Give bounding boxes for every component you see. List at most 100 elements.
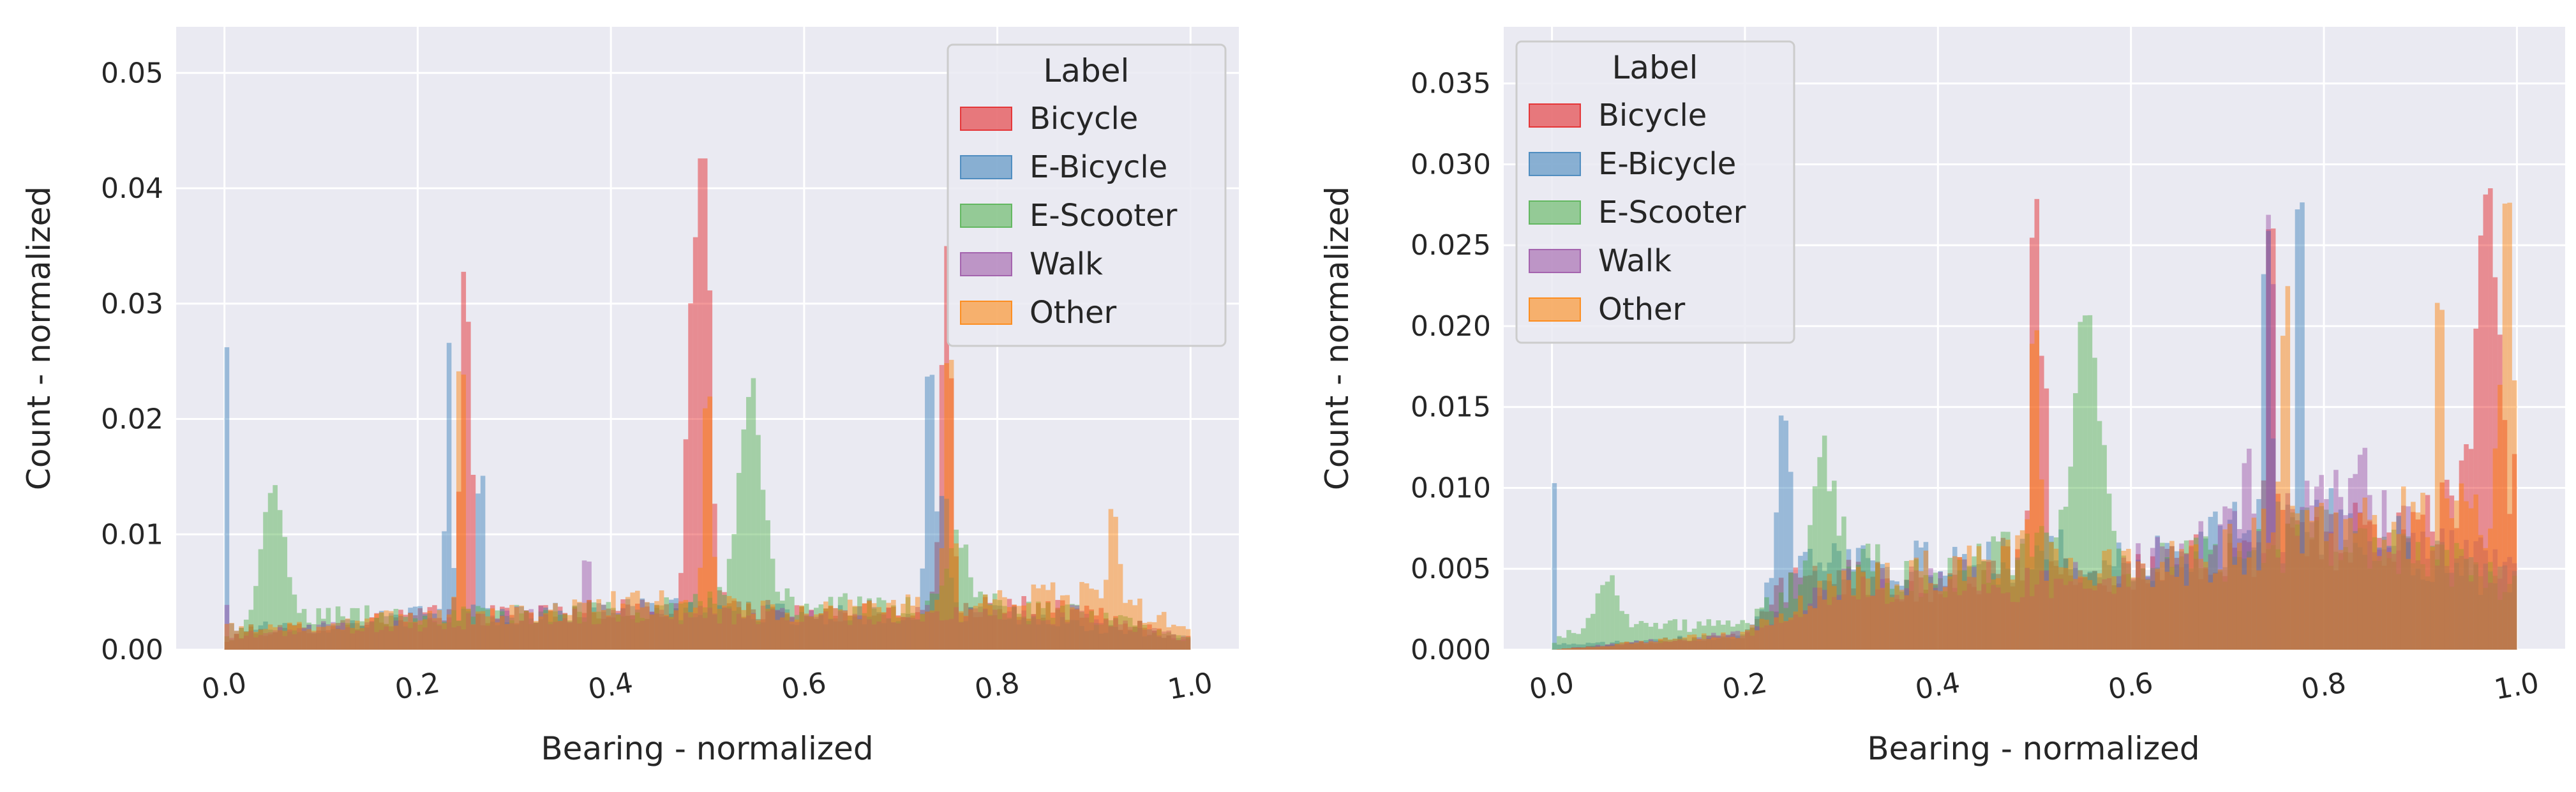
hist-bar xyxy=(581,560,587,650)
x-axis-label: Bearing - normalized xyxy=(1867,730,2199,767)
hist-bar xyxy=(258,625,264,650)
hist-bar xyxy=(1132,632,1138,650)
hist-bar xyxy=(2164,558,2170,650)
hist-bar xyxy=(1007,617,1012,650)
hist-bar xyxy=(895,621,901,650)
hist-bar xyxy=(1084,617,1090,650)
hist-bar xyxy=(321,631,326,650)
hist-bar xyxy=(451,627,456,650)
hist-bar xyxy=(702,618,708,650)
hist-bar xyxy=(1571,647,1576,650)
hist-bar xyxy=(895,615,901,650)
hist-bar xyxy=(442,620,447,650)
hist-bar xyxy=(1947,576,1952,650)
hist-bar xyxy=(403,622,408,650)
hist-bar xyxy=(1696,639,1702,650)
hist-bar xyxy=(857,619,862,650)
hist-bar xyxy=(229,623,234,650)
hist-bar xyxy=(1908,566,1914,650)
hist-bar xyxy=(645,618,650,650)
hist-bar xyxy=(2005,532,2011,650)
hist-bar xyxy=(538,606,544,650)
hist-bar xyxy=(1749,627,1755,650)
hist-bar xyxy=(615,615,621,650)
hist-bar xyxy=(1571,647,1576,650)
hist-bar xyxy=(1137,627,1142,650)
hist-bar xyxy=(2459,556,2464,650)
hist-bar xyxy=(731,534,737,650)
hist-bar xyxy=(1561,648,1567,650)
hist-bar xyxy=(523,612,529,650)
hist-bar xyxy=(2203,536,2208,650)
hist-bar xyxy=(1653,643,1658,650)
hist-bar xyxy=(625,597,631,650)
hist-bar xyxy=(567,622,573,650)
hist-bar xyxy=(2126,574,2131,650)
hist-bar xyxy=(567,622,573,650)
hist-bar xyxy=(1908,560,1914,650)
hist-bar xyxy=(1981,584,1986,650)
hist-bar xyxy=(2473,494,2478,650)
hist-bar xyxy=(2072,579,2078,650)
hist-bar xyxy=(2328,565,2334,650)
hist-bar xyxy=(534,620,539,650)
hist-bar xyxy=(1045,602,1051,650)
hist-bar xyxy=(944,498,949,650)
series-e-bicycle xyxy=(1552,202,2517,650)
hist-bar xyxy=(2198,568,2204,650)
hist-bar xyxy=(2029,237,2035,650)
hist-bar xyxy=(2348,552,2353,650)
hist-bar xyxy=(2121,557,2127,650)
hist-bar xyxy=(842,610,848,650)
hist-bar xyxy=(2406,538,2411,650)
hist-bar xyxy=(2227,523,2233,650)
hist-bar xyxy=(1701,633,1707,650)
hist-bar xyxy=(1123,624,1128,650)
hist-bar xyxy=(287,622,292,650)
hist-bar xyxy=(1774,512,1779,650)
hist-bar xyxy=(1976,590,1982,650)
hist-bar xyxy=(2319,555,2325,650)
hist-bar xyxy=(2063,506,2069,650)
hist-bar xyxy=(2411,575,2416,650)
hist-bar xyxy=(1798,578,1803,650)
hist-bar xyxy=(1928,602,1933,650)
hist-bar xyxy=(451,597,456,650)
hist-bar xyxy=(297,622,302,650)
hist-bar xyxy=(611,613,616,650)
hist-bar xyxy=(331,629,336,650)
hist-bar xyxy=(944,620,949,650)
legend-swatch xyxy=(960,155,1012,179)
hist-bar xyxy=(1151,628,1157,650)
hist-bar xyxy=(1026,620,1031,650)
hist-bar xyxy=(1552,643,1557,650)
hist-bar xyxy=(1798,595,1803,650)
hist-bar xyxy=(1040,608,1046,650)
hist-bar xyxy=(867,598,872,650)
hist-bar xyxy=(2227,519,2233,650)
hist-bar xyxy=(408,612,413,650)
hist-bar xyxy=(620,599,625,650)
hist-bar xyxy=(1904,588,1909,650)
hist-bar xyxy=(2492,448,2498,650)
hist-bar xyxy=(760,601,766,650)
hist-bar xyxy=(968,608,973,650)
hist-bar xyxy=(601,604,606,650)
hist-bar xyxy=(934,599,940,650)
hist-bar xyxy=(881,614,887,650)
hist-bar xyxy=(1919,597,1924,650)
hist-bar xyxy=(959,622,964,650)
hist-bar xyxy=(2497,599,2503,650)
hist-bar xyxy=(587,561,592,650)
hist-bar xyxy=(2130,580,2136,650)
hist-bar xyxy=(1802,576,1808,650)
hist-bar xyxy=(601,609,606,650)
hist-bar xyxy=(2092,357,2097,650)
hist-bar xyxy=(378,611,384,650)
hist-bar xyxy=(1007,607,1012,650)
hist-bar xyxy=(852,615,858,650)
hist-bar xyxy=(2015,602,2020,650)
hist-bar xyxy=(1614,645,1620,650)
hist-bar xyxy=(1889,588,1895,650)
hist-bar xyxy=(814,614,819,650)
